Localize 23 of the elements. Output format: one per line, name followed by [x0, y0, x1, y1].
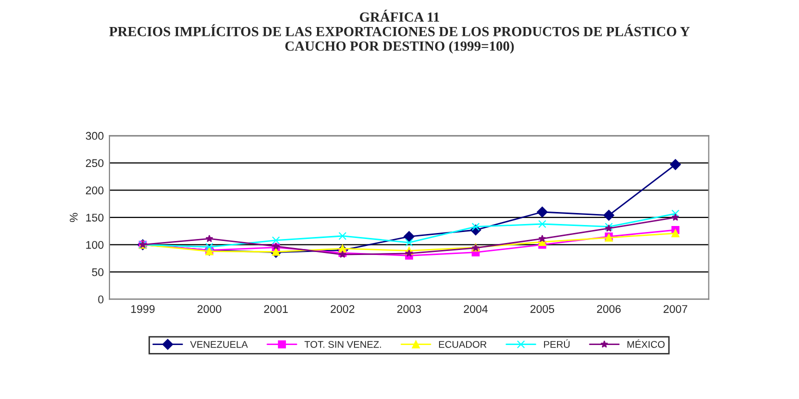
y-tick-label: 150 — [86, 214, 104, 222]
y-tick-label: 200 — [86, 186, 104, 194]
y-axis-title: % — [70, 212, 78, 222]
y-tick-label: 100 — [86, 240, 104, 249]
legend-label: ECUADOR — [439, 340, 486, 348]
y-tick-label: 50 — [92, 268, 104, 276]
legend-label: MÉXICO — [627, 339, 665, 348]
x-tick-label: 2001 — [264, 305, 288, 313]
x-tick-label: 2007 — [664, 305, 688, 313]
x-tick-label: 2000 — [198, 305, 222, 313]
legend-label: TOT. SIN VENEZ. — [304, 340, 382, 348]
x-tick-label: 2005 — [530, 305, 554, 313]
x-tick-label: 2002 — [330, 305, 354, 313]
x-tick-label: 2006 — [597, 305, 621, 313]
x-tick-label: 2004 — [464, 305, 488, 313]
legend-label: PERÚ — [544, 339, 570, 348]
x-tick-label: 2003 — [397, 305, 421, 313]
y-tick-label: 300 — [86, 132, 104, 140]
y-tick-label: 250 — [86, 159, 104, 168]
chart-title: GRÁFICA 11 PRECIOS IMPLÍCITOS DE LAS EXPORTACIONES DE LOS PRODUCTOS DE PLÁSTICO Y CAUCHO POR DESTINO (1999=100) — [109, 10, 690, 54]
legend-label: VENEZUELA — [190, 341, 248, 348]
x-tick-label: 1999 — [131, 305, 155, 313]
y-tick-label: 0 — [98, 296, 104, 304]
